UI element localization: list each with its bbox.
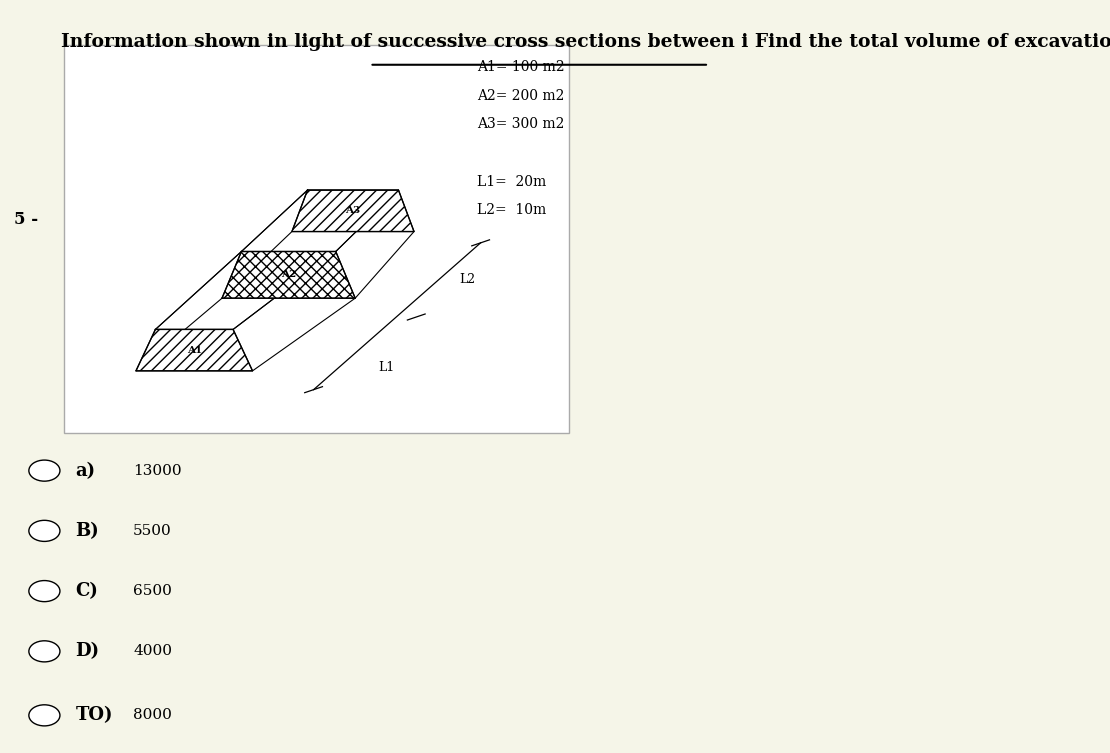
Polygon shape bbox=[155, 252, 335, 330]
Text: A2: A2 bbox=[281, 270, 296, 279]
Polygon shape bbox=[242, 191, 398, 252]
Circle shape bbox=[29, 641, 60, 662]
Polygon shape bbox=[222, 252, 355, 298]
Circle shape bbox=[29, 581, 60, 602]
Text: 13000: 13000 bbox=[133, 464, 182, 477]
Text: 4000: 4000 bbox=[133, 645, 172, 658]
Polygon shape bbox=[292, 191, 414, 232]
Text: Information shown in light of successive cross sections between i Find the total: Information shown in light of successive… bbox=[61, 33, 1110, 51]
Text: L2: L2 bbox=[460, 273, 476, 286]
Circle shape bbox=[29, 460, 60, 481]
Text: C): C) bbox=[75, 582, 99, 600]
Text: L2=  10m: L2= 10m bbox=[477, 203, 546, 218]
Text: D): D) bbox=[75, 642, 100, 660]
Circle shape bbox=[29, 705, 60, 726]
Text: L1: L1 bbox=[379, 361, 394, 374]
Text: B): B) bbox=[75, 522, 99, 540]
Text: A1: A1 bbox=[186, 346, 202, 355]
Text: A2= 200 m2: A2= 200 m2 bbox=[477, 89, 565, 103]
Text: 5500: 5500 bbox=[133, 524, 172, 538]
Text: 5 -: 5 - bbox=[14, 211, 39, 228]
Text: A3: A3 bbox=[345, 206, 361, 215]
Text: 6500: 6500 bbox=[133, 584, 172, 598]
Text: 8000: 8000 bbox=[133, 709, 172, 722]
Circle shape bbox=[29, 520, 60, 541]
Text: A3= 300 m2: A3= 300 m2 bbox=[477, 117, 565, 132]
Text: A1= 100 m2: A1= 100 m2 bbox=[477, 60, 565, 75]
Polygon shape bbox=[135, 330, 252, 370]
Text: TO): TO) bbox=[75, 706, 113, 724]
Text: a): a) bbox=[75, 462, 95, 480]
FancyBboxPatch shape bbox=[64, 45, 569, 433]
Text: L1=  20m: L1= 20m bbox=[477, 175, 546, 189]
